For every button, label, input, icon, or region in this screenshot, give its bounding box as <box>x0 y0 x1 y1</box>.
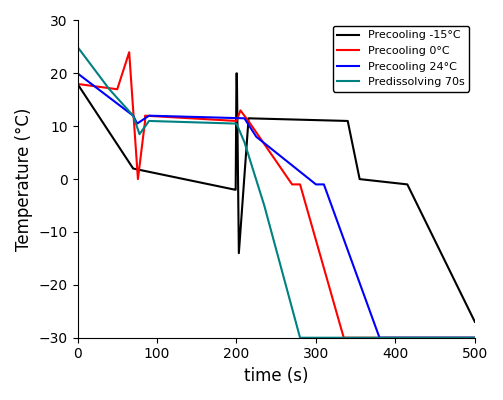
Precooling -15°C <box>404 182 410 187</box>
Precooling 0°C <box>341 335 347 340</box>
Precooling 0°C <box>297 182 303 187</box>
Precooling 24°C <box>89 82 95 87</box>
Precooling 0°C <box>281 171 287 176</box>
X-axis label: time (s): time (s) <box>244 367 308 385</box>
Precooling 24°C <box>367 308 373 313</box>
Precooling -15°C <box>287 117 293 122</box>
Predissolving 70s <box>275 253 281 258</box>
Precooling 24°C <box>74 71 80 76</box>
Predissolving 70s <box>284 285 290 290</box>
Precooling 24°C <box>376 335 382 340</box>
Precooling -15°C <box>326 118 332 123</box>
Precooling 0°C <box>307 217 313 222</box>
Predissolving 70s <box>260 200 266 205</box>
Precooling -15°C <box>304 118 310 122</box>
Precooling -15°C <box>472 320 478 324</box>
Line: Predissolving 70s: Predissolving 70s <box>77 47 475 338</box>
Precooling 0°C <box>201 117 207 122</box>
Precooling -15°C <box>163 173 170 178</box>
Precooling 24°C <box>182 114 188 119</box>
Precooling -15°C <box>74 82 80 86</box>
Line: Precooling 24°C: Precooling 24°C <box>77 73 475 338</box>
Precooling 0°C <box>309 225 315 230</box>
Line: Precooling -15°C: Precooling -15°C <box>77 73 475 322</box>
Precooling 24°C <box>281 156 287 161</box>
Precooling 0°C <box>126 50 132 55</box>
Precooling 24°C <box>472 335 478 340</box>
Y-axis label: Temperature (°C): Temperature (°C) <box>15 108 33 251</box>
Line: Precooling 0°C: Precooling 0°C <box>77 52 475 338</box>
Predissolving 70s <box>201 120 207 125</box>
Predissolving 70s <box>74 44 80 49</box>
Predissolving 70s <box>472 335 478 340</box>
Precooling -15°C <box>233 71 239 76</box>
Predissolving 70s <box>89 64 95 69</box>
Precooling 24°C <box>98 88 104 93</box>
Precooling 0°C <box>74 82 80 86</box>
Predissolving 70s <box>297 335 303 340</box>
Precooling -15°C <box>189 178 195 183</box>
Precooling 0°C <box>192 116 198 121</box>
Legend: Precooling -15°C, Precooling 0°C, Precooling 24°C, Predissolving 70s: Precooling -15°C, Precooling 0°C, Precoo… <box>332 26 469 92</box>
Precooling 24°C <box>129 112 135 117</box>
Predissolving 70s <box>135 128 141 132</box>
Precooling 0°C <box>472 335 478 340</box>
